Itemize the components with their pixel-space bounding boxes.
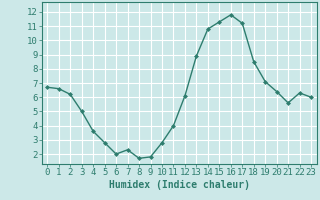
X-axis label: Humidex (Indice chaleur): Humidex (Indice chaleur) [109, 180, 250, 190]
